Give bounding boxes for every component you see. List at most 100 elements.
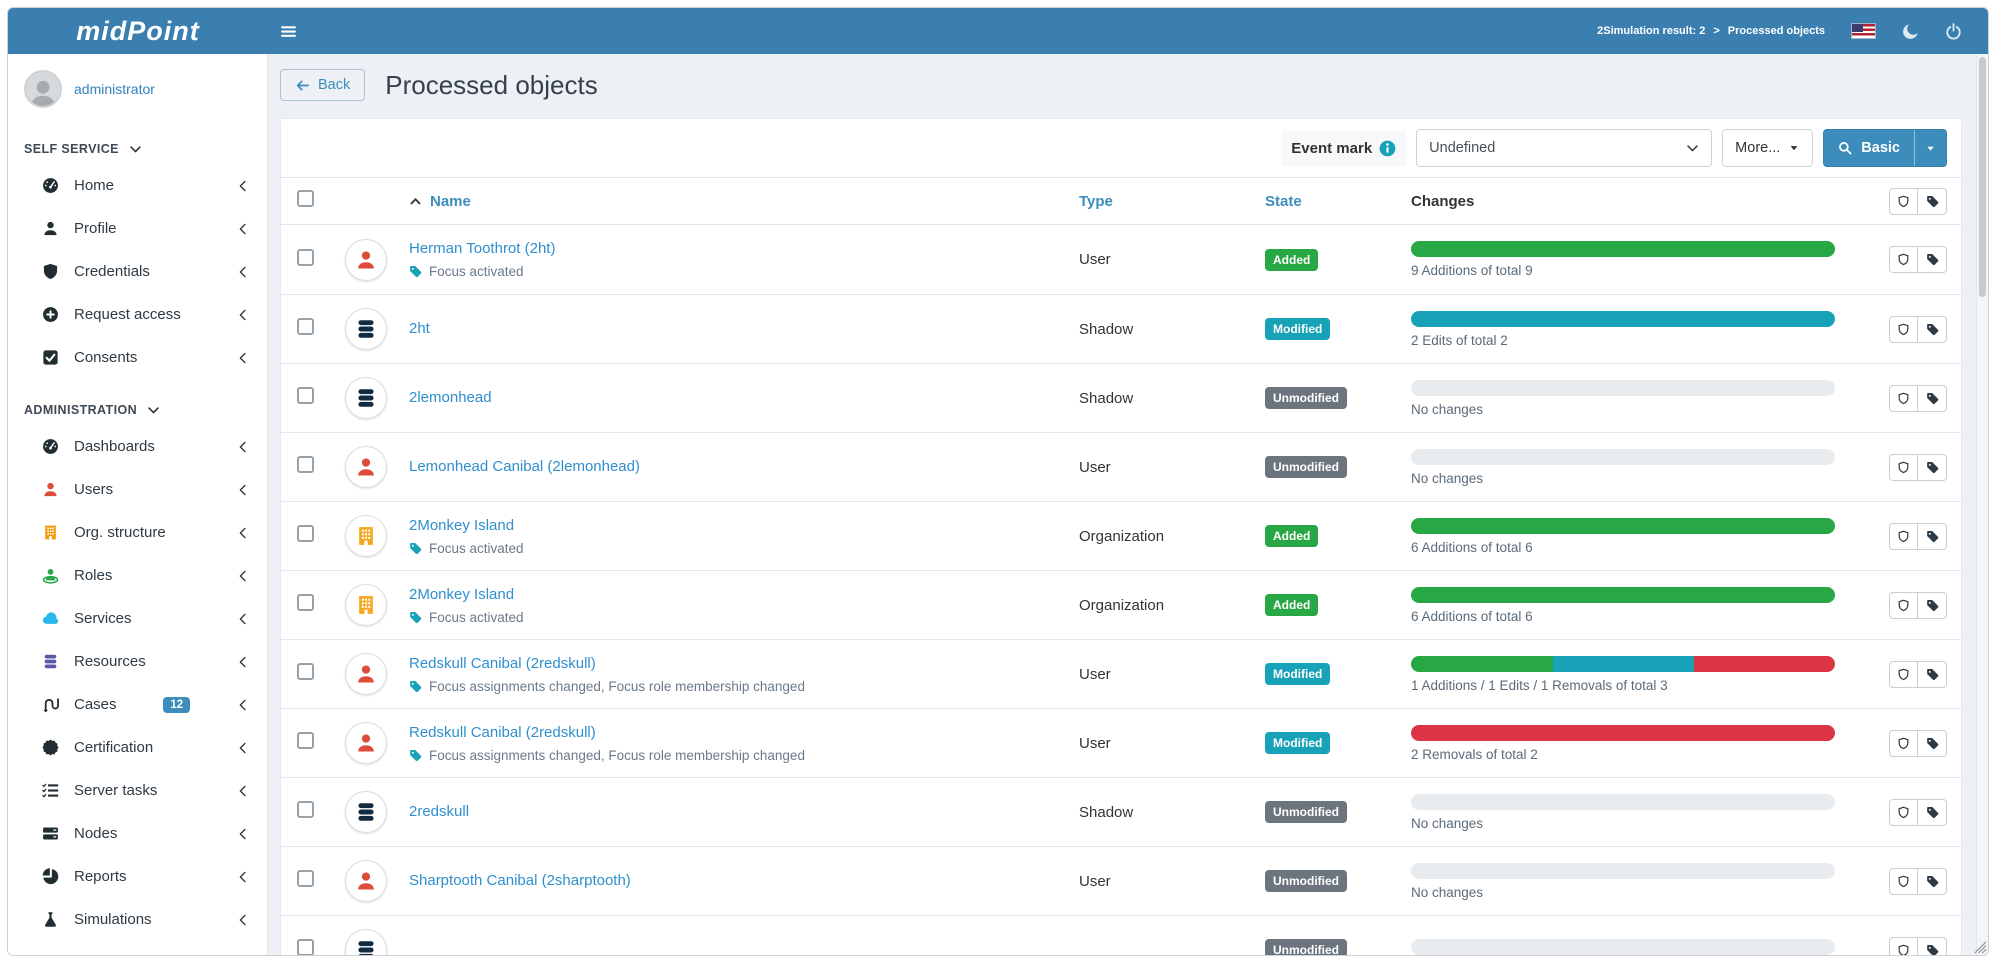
sidebar-item-nodes[interactable]: Nodes [8, 812, 267, 855]
sidebar-item-credentials[interactable]: Credentials [8, 250, 267, 293]
row-shield-button[interactable] [1889, 385, 1918, 412]
toggle-tag-column-button[interactable] [1918, 188, 1947, 215]
sidebar-item-server-tasks[interactable]: Server tasks [8, 769, 267, 812]
sidebar-item-home[interactable]: Home [8, 164, 267, 207]
circle-plus-icon [42, 306, 59, 323]
row-tag-button[interactable] [1918, 937, 1947, 957]
column-header-type[interactable]: Type [1079, 193, 1265, 210]
object-name-link[interactable]: Redskull Canibal (2redskull) [409, 724, 596, 741]
row-shield-button[interactable] [1889, 523, 1918, 550]
toggle-shield-column-button[interactable] [1889, 188, 1918, 215]
object-name-link[interactable]: 2redskull [409, 803, 469, 820]
sidebar-section-header[interactable]: SELF SERVICE [8, 132, 267, 164]
vertical-scrollbar[interactable] [1976, 54, 1988, 955]
user-panel[interactable]: administrator [8, 54, 267, 118]
row-shield-button[interactable] [1889, 246, 1918, 273]
row-tag-button[interactable] [1918, 592, 1947, 619]
sidebar-item-roles[interactable]: Roles [8, 554, 267, 597]
object-name-link[interactable]: Redskull Canibal (2redskull) [409, 655, 596, 672]
object-name-link[interactable]: 2Monkey Island [409, 586, 514, 603]
row-checkbox[interactable] [297, 456, 314, 473]
row-checkbox[interactable] [297, 525, 314, 542]
menu-toggle-button[interactable] [268, 23, 308, 40]
row-shield-button[interactable] [1889, 730, 1918, 757]
logout-power-icon[interactable] [1945, 23, 1962, 40]
locale-flag-icon[interactable] [1851, 23, 1876, 39]
sidebar-item-dashboards[interactable]: Dashboards [8, 425, 267, 468]
search-mode-dropdown[interactable] [1914, 130, 1946, 166]
changes-bar [1411, 587, 1835, 603]
object-name-link[interactable]: Sharptooth Canibal (2sharptooth) [409, 872, 631, 889]
sidebar-item-reports[interactable]: Reports [8, 855, 267, 898]
row-checkbox[interactable] [297, 387, 314, 404]
row-tag-button[interactable] [1918, 385, 1947, 412]
row-checkbox[interactable] [297, 249, 314, 266]
sidebar-item-services[interactable]: Services [8, 597, 267, 640]
object-name-link[interactable]: Herman Toothrot (2ht) [409, 240, 555, 257]
basic-search-button[interactable]: Basic [1823, 129, 1947, 167]
row-shield-button[interactable] [1889, 661, 1918, 688]
row-checkbox[interactable] [297, 663, 314, 680]
sidebar-item-profile[interactable]: Profile [8, 207, 267, 250]
shield-outline-icon [1897, 668, 1910, 681]
row-shield-button[interactable] [1889, 799, 1918, 826]
row-checkbox[interactable] [297, 870, 314, 887]
column-header-state[interactable]: State [1265, 193, 1411, 210]
row-tag-button[interactable] [1918, 661, 1947, 688]
dark-mode-moon-icon[interactable] [1902, 23, 1919, 40]
sidebar-item-certification[interactable]: Certification [8, 726, 267, 769]
row-checkbox[interactable] [297, 939, 314, 956]
sidebar-item-resources[interactable]: Resources [8, 640, 267, 683]
row-shield-button[interactable] [1889, 937, 1918, 957]
object-name-link[interactable]: Lemonhead Canibal (2lemonhead) [409, 458, 640, 475]
back-label: Back [318, 77, 350, 93]
table-row: Herman Toothrot (2ht) Focus activated Us… [281, 225, 1961, 294]
row-checkbox[interactable] [297, 594, 314, 611]
scrollbar-thumb[interactable] [1979, 57, 1986, 297]
sidebar-item-request-access[interactable]: Request access [8, 293, 267, 336]
changes-cell: No changes [1411, 380, 1851, 417]
row-tag-button[interactable] [1918, 799, 1947, 826]
more-button[interactable]: More... [1722, 129, 1813, 167]
cases-icon [42, 696, 59, 713]
row-checkbox[interactable] [297, 801, 314, 818]
sidebar-item-simulations[interactable]: Simulations [8, 898, 267, 941]
select-all-checkbox[interactable] [297, 190, 314, 207]
event-mark-select[interactable]: Undefined [1416, 129, 1712, 167]
row-tag-button[interactable] [1918, 730, 1947, 757]
database-icon [355, 318, 377, 340]
row-shield-button[interactable] [1889, 592, 1918, 619]
row-checkbox[interactable] [297, 732, 314, 749]
row-tag-button[interactable] [1918, 454, 1947, 481]
row-shield-button[interactable] [1889, 454, 1918, 481]
row-tag-button[interactable] [1918, 246, 1947, 273]
info-icon[interactable] [1379, 140, 1396, 157]
object-name-link[interactable]: 2ht [409, 320, 430, 337]
sidebar-item-label: Org. structure [74, 524, 166, 541]
chevron-left-icon [237, 484, 249, 496]
object-name-link[interactable]: 2Monkey Island [409, 517, 514, 534]
state-badge: Modified [1265, 663, 1330, 685]
row-tag-button[interactable] [1918, 868, 1947, 895]
sidebar-item-cases[interactable]: Cases 12 [8, 683, 267, 726]
back-button[interactable]: Back [280, 69, 365, 101]
row-shield-button[interactable] [1889, 868, 1918, 895]
row-tag-button[interactable] [1918, 316, 1947, 343]
row-checkbox[interactable] [297, 318, 314, 335]
sidebar-item-org-structure[interactable]: Org. structure [8, 511, 267, 554]
object-name-link[interactable]: 2lemonhead [409, 389, 492, 406]
sidebar-item-consents[interactable]: Consents [8, 336, 267, 379]
changes-bar [1411, 241, 1835, 257]
column-header-name[interactable]: Name [409, 193, 1079, 210]
chevron-left-icon [237, 441, 249, 453]
row-shield-button[interactable] [1889, 316, 1918, 343]
breadcrumb-parent[interactable]: 2Simulation result: 2 [1597, 25, 1705, 37]
changes-cell: No changes [1411, 863, 1851, 900]
row-avatar [345, 446, 387, 488]
table-row: 2redskull Shadow Unmodified No changes [281, 777, 1961, 846]
midpoint-logo[interactable]: midPoint [8, 16, 268, 47]
sidebar-item-users[interactable]: Users [8, 468, 267, 511]
row-tag-button[interactable] [1918, 523, 1947, 550]
sidebar-section-header[interactable]: ADMINISTRATION [8, 393, 267, 425]
username[interactable]: administrator [74, 81, 155, 97]
